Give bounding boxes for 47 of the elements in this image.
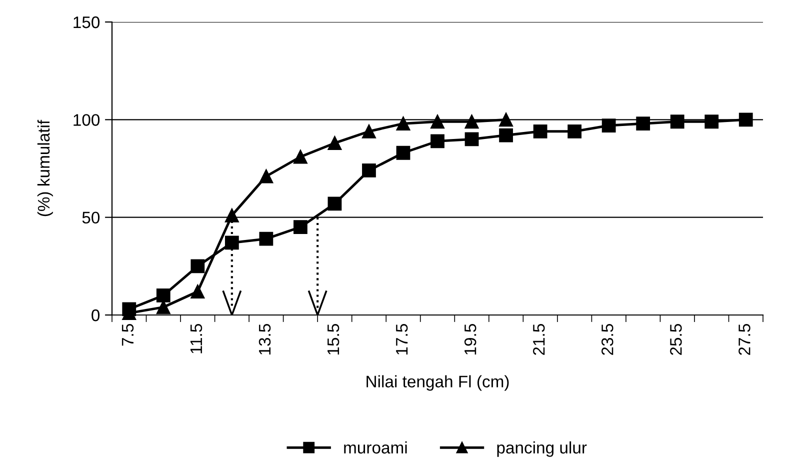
- x-tick-label: 27.5: [738, 324, 750, 355]
- x-tick-label: 25.5: [670, 324, 682, 355]
- point: [499, 128, 513, 142]
- point: [396, 116, 410, 131]
- y-axis-title: (%) kumulatif: [37, 120, 53, 216]
- point: [328, 196, 342, 211]
- point: [224, 236, 239, 250]
- point: [259, 169, 274, 184]
- point: [533, 124, 548, 138]
- point: [156, 300, 170, 314]
- x-tick-label: 21.5: [532, 324, 545, 355]
- point: [224, 208, 239, 222]
- point: [636, 116, 650, 131]
- legend-label: muroami: [344, 441, 407, 454]
- x-tick-label: 17.5: [396, 324, 408, 354]
- y-tick-label: 100: [74, 114, 100, 126]
- point: [362, 124, 376, 138]
- point: [259, 232, 274, 246]
- point: [294, 220, 308, 234]
- point: [738, 112, 753, 127]
- point: [362, 164, 376, 178]
- point: [568, 124, 582, 138]
- point: [294, 150, 308, 164]
- x-axis-title: Nilai tengah Fl (cm): [366, 375, 509, 391]
- y-tick-label: 150: [74, 16, 100, 28]
- x-tick-label: 11.5: [190, 324, 202, 354]
- point: [396, 146, 410, 160]
- point: [190, 284, 205, 299]
- point: [464, 132, 479, 146]
- legend-label: pancing ulur: [497, 441, 587, 457]
- point: [670, 114, 684, 129]
- x-tick-label: 23.5: [601, 324, 614, 355]
- point: [430, 134, 444, 148]
- point: [464, 114, 479, 129]
- point: [499, 112, 513, 127]
- point: [328, 136, 342, 150]
- point: [190, 259, 205, 274]
- x-tick-label: 13.5: [258, 324, 271, 354]
- y-tick-label: 0: [92, 309, 100, 322]
- point: [430, 114, 444, 129]
- x-tick-label: 7.5: [122, 324, 134, 346]
- x-tick-label: 15.5: [328, 324, 340, 354]
- point: [156, 288, 170, 302]
- x-tick-label: 19.5: [464, 324, 476, 354]
- point: [602, 118, 616, 132]
- y-tick-label: 50: [82, 212, 100, 224]
- point: [704, 114, 719, 129]
